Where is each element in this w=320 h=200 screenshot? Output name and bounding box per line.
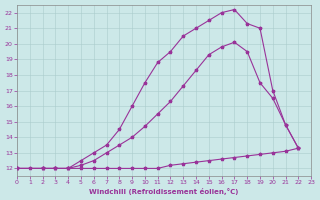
X-axis label: Windchill (Refroidissement éolien,°C): Windchill (Refroidissement éolien,°C) bbox=[89, 188, 239, 195]
